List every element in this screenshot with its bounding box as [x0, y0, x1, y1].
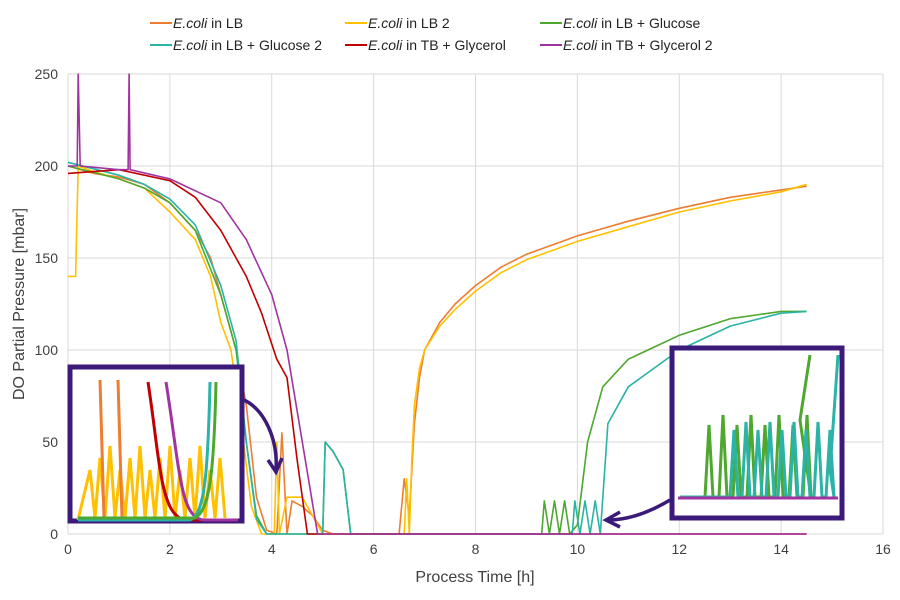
legend-label: E.coli in LB + Glucose: [563, 15, 701, 31]
legend-label: E.coli in TB + Glycerol 2: [563, 37, 713, 53]
x-tick-label: 8: [472, 541, 480, 557]
legend-label: E.coli in TB + Glycerol: [368, 37, 506, 53]
legend-item: E.coli in TB + Glycerol 2: [540, 37, 770, 53]
legend-item: E.coli in LB + Glucose 2: [150, 37, 345, 53]
series-line-1: [68, 165, 807, 535]
y-tick-label: 0: [50, 526, 58, 542]
x-tick-label: 14: [773, 541, 789, 557]
arrow-right: [607, 498, 671, 522]
x-tick-label: 10: [570, 541, 586, 557]
x-tick-label: 16: [875, 541, 891, 557]
inset-trace: [164, 381, 238, 522]
series-line-4: [67, 168, 807, 535]
y-tick-label: 200: [35, 158, 59, 174]
inset-left-traces: [76, 379, 238, 522]
inset-right-traces: [678, 354, 840, 500]
y-tick-label: 150: [35, 250, 59, 266]
x-tick-label: 0: [64, 541, 72, 557]
inset-trace: [98, 379, 124, 519]
x-tick-label: 6: [370, 541, 378, 557]
legend-swatch: [345, 44, 367, 46]
series-line-5: [68, 73, 807, 535]
legend-swatch: [345, 22, 367, 24]
legend-swatch: [150, 22, 172, 24]
legend-item: E.coli in TB + Glycerol: [345, 37, 540, 53]
y-tick-label: 100: [35, 342, 59, 358]
legend: E.coli in LB E.coli in LB 2 E.coli in LB +…: [150, 12, 770, 56]
legend-swatch: [540, 44, 562, 46]
arrowhead-right: [602, 510, 621, 529]
legend-swatch: [150, 44, 172, 46]
legend-item: E.coli in LB: [150, 15, 345, 31]
x-tick-label: 12: [671, 541, 687, 557]
legend-swatch: [540, 22, 562, 24]
legend-item: E.coli in LB + Glucose: [540, 15, 770, 31]
legend-label: E.coli in LB 2: [368, 15, 450, 31]
x-tick-label: 4: [268, 541, 276, 557]
y-tick-label: 50: [42, 434, 58, 450]
legend-label: E.coli in LB: [173, 15, 244, 31]
series-line-3: [67, 161, 807, 535]
y-tick-label: 250: [35, 66, 59, 82]
inset-trace: [78, 381, 218, 520]
legend-item: E.coli in LB 2: [345, 15, 540, 31]
arrowhead-left: [266, 457, 284, 476]
legend-label: E.coli in LB + Glucose 2: [173, 37, 323, 53]
arrow-left: [243, 398, 278, 471]
y-axis-label: DO Partial Pressure [mbar]: [11, 208, 28, 400]
x-axis-label: Process Time [h]: [415, 569, 534, 586]
x-tick-label: 2: [166, 541, 174, 557]
